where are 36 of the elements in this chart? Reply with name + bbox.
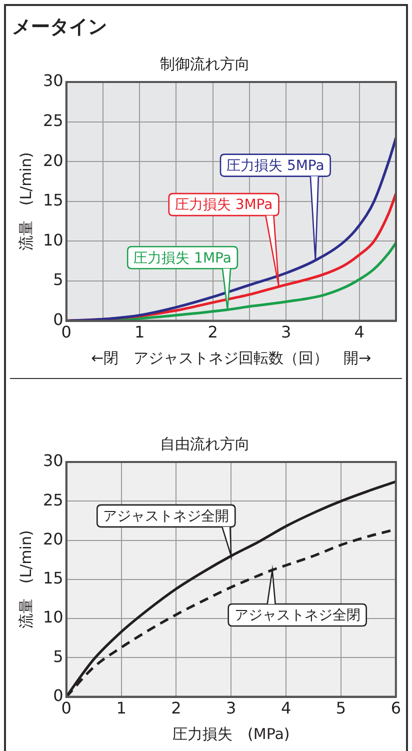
x-tick-label: 4 bbox=[280, 698, 292, 718]
text: 圧力損失 3MPa bbox=[174, 197, 273, 214]
x-tick-label: 3 bbox=[226, 698, 236, 718]
y-tick-label: 30 bbox=[43, 71, 64, 90]
y-tick-label: 15 bbox=[43, 568, 64, 588]
y-tick-label: 0 bbox=[53, 686, 64, 705]
y-tick-label: 20 bbox=[43, 529, 64, 548]
chart-title: メータイン bbox=[12, 15, 107, 40]
text: アジャストネジ全開 bbox=[103, 508, 230, 525]
x-tick-label: 2 bbox=[171, 698, 182, 718]
text: 圧力損失 1MPa bbox=[134, 250, 232, 266]
y-axis-title: 流量 (L/min) bbox=[16, 152, 35, 251]
x-tick-label: 4 bbox=[354, 322, 364, 342]
chart-title: 自由流れ方向 bbox=[160, 434, 250, 453]
x-axis-title: 圧力損失 (MPa) bbox=[172, 724, 290, 743]
x-tick-label: 1 bbox=[134, 322, 145, 342]
x-tick-label: 2 bbox=[208, 322, 218, 342]
y-tick-label: 15 bbox=[43, 190, 64, 210]
y-tick-label: 25 bbox=[43, 490, 64, 510]
y-tick-label: 20 bbox=[43, 150, 64, 170]
x-tick-label: 3 bbox=[281, 322, 292, 342]
x-tick-label: 6 bbox=[390, 698, 402, 718]
y-tick-label: 25 bbox=[43, 110, 64, 130]
y-axis-title: 流量 (L/min) bbox=[16, 530, 35, 629]
chart-subtitle: 制御流れ方向 bbox=[160, 54, 250, 73]
x-tick-label: 1 bbox=[116, 698, 126, 718]
x-axis-title: ←閉 アジャストネジ回転数（回） 開→ bbox=[91, 348, 372, 367]
y-tick-label: 10 bbox=[43, 608, 64, 627]
y-tick-label: 30 bbox=[43, 451, 64, 470]
y-tick-label: 10 bbox=[43, 230, 64, 250]
y-tick-label: 5 bbox=[53, 646, 64, 666]
y-tick-label: 0 bbox=[53, 310, 64, 329]
x-tick-label: 5 bbox=[336, 698, 346, 718]
text: 圧力損失 5MPa bbox=[226, 158, 324, 174]
y-tick-label: 5 bbox=[53, 270, 64, 290]
series-label: アジャストネジ全閉 bbox=[234, 608, 360, 624]
